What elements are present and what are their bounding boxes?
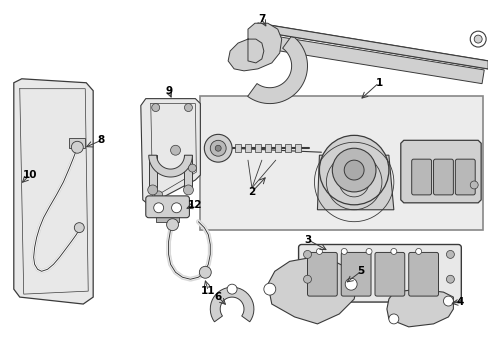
Bar <box>285 144 291 152</box>
Polygon shape <box>401 140 481 203</box>
Polygon shape <box>258 23 488 69</box>
FancyBboxPatch shape <box>298 244 461 302</box>
Text: 2: 2 <box>248 187 256 197</box>
Bar <box>200 96 483 230</box>
Circle shape <box>152 104 160 112</box>
Polygon shape <box>247 35 308 104</box>
Text: 3: 3 <box>304 234 311 244</box>
FancyBboxPatch shape <box>455 159 475 195</box>
Circle shape <box>72 141 83 153</box>
Polygon shape <box>149 155 193 177</box>
Circle shape <box>303 251 312 258</box>
Bar <box>275 144 281 152</box>
Text: 8: 8 <box>98 135 105 145</box>
Circle shape <box>148 185 158 195</box>
Polygon shape <box>141 99 200 205</box>
Circle shape <box>74 223 84 233</box>
Polygon shape <box>255 23 488 61</box>
Text: 12: 12 <box>188 200 203 210</box>
Circle shape <box>303 275 312 283</box>
Circle shape <box>317 248 322 255</box>
Polygon shape <box>210 287 254 322</box>
Circle shape <box>171 145 180 155</box>
Polygon shape <box>318 155 394 210</box>
Circle shape <box>199 266 211 278</box>
Polygon shape <box>156 215 178 222</box>
Text: 11: 11 <box>201 286 216 296</box>
FancyBboxPatch shape <box>409 252 439 296</box>
Text: 7: 7 <box>258 14 266 24</box>
FancyBboxPatch shape <box>146 196 190 218</box>
FancyBboxPatch shape <box>341 252 371 296</box>
Circle shape <box>167 219 178 231</box>
Circle shape <box>366 248 372 255</box>
Circle shape <box>332 148 376 192</box>
Circle shape <box>345 278 357 290</box>
Circle shape <box>344 160 364 180</box>
Text: 6: 6 <box>215 292 222 302</box>
Circle shape <box>189 164 196 172</box>
Text: 5: 5 <box>358 266 365 276</box>
Circle shape <box>210 140 226 156</box>
Circle shape <box>155 191 163 199</box>
Circle shape <box>443 296 453 306</box>
Circle shape <box>183 185 194 195</box>
Circle shape <box>172 203 181 213</box>
Polygon shape <box>228 23 282 71</box>
Polygon shape <box>249 32 484 84</box>
Circle shape <box>227 284 237 294</box>
Circle shape <box>446 275 454 283</box>
Circle shape <box>416 248 421 255</box>
FancyBboxPatch shape <box>308 252 337 296</box>
Circle shape <box>470 181 478 189</box>
Polygon shape <box>387 289 453 327</box>
Text: 10: 10 <box>23 170 37 180</box>
Circle shape <box>184 104 193 112</box>
Circle shape <box>474 35 482 43</box>
Text: 9: 9 <box>165 86 172 96</box>
Bar <box>255 144 261 152</box>
Circle shape <box>264 283 276 295</box>
Polygon shape <box>14 79 93 304</box>
Text: 4: 4 <box>457 297 464 307</box>
Circle shape <box>319 135 389 205</box>
Circle shape <box>446 251 454 258</box>
Circle shape <box>389 314 399 324</box>
Polygon shape <box>149 155 157 190</box>
FancyBboxPatch shape <box>375 252 405 296</box>
Polygon shape <box>268 257 357 324</box>
Circle shape <box>470 31 486 47</box>
Polygon shape <box>70 138 85 148</box>
Circle shape <box>154 203 164 213</box>
Text: 1: 1 <box>375 78 383 88</box>
Circle shape <box>204 134 232 162</box>
FancyBboxPatch shape <box>434 159 453 195</box>
Circle shape <box>215 145 221 151</box>
Circle shape <box>391 248 397 255</box>
Circle shape <box>341 248 347 255</box>
Bar <box>245 144 251 152</box>
Bar <box>294 144 300 152</box>
Bar <box>265 144 271 152</box>
Bar <box>235 144 241 152</box>
FancyBboxPatch shape <box>412 159 432 195</box>
Polygon shape <box>184 155 193 190</box>
